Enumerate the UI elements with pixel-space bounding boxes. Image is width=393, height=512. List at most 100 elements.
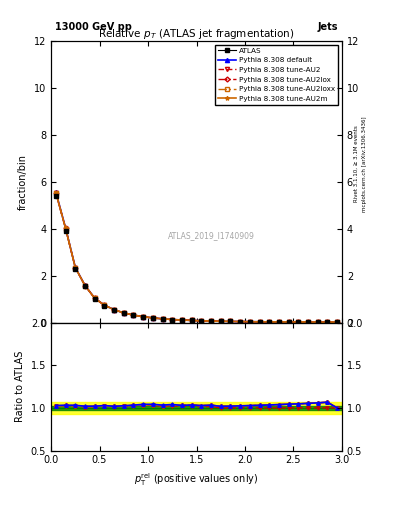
- Pythia 8.308 tune-AU2m: [335, 319, 340, 325]
- Pythia 8.308 default: [170, 316, 174, 323]
- Pythia 8.308 tune-AU2m: [131, 312, 136, 318]
- Text: mcplots.cern.ch [arXiv:1306.3436]: mcplots.cern.ch [arXiv:1306.3436]: [362, 116, 367, 211]
- Pythia 8.308 default: [267, 319, 272, 325]
- Pythia 8.308 tune-AU2: [160, 316, 165, 322]
- Pythia 8.308 tune-AU2loxx: [63, 226, 68, 232]
- Pythia 8.308 tune-AU2: [199, 318, 204, 324]
- Pythia 8.308 tune-AU2loxx: [315, 319, 320, 325]
- Pythia 8.308 default: [112, 307, 116, 313]
- Pythia 8.308 tune-AU2lox: [102, 302, 107, 308]
- Pythia 8.308 tune-AU2: [315, 319, 320, 325]
- Pythia 8.308 tune-AU2lox: [92, 295, 97, 301]
- Title: Relative $p_T$ (ATLAS jet fragmentation): Relative $p_T$ (ATLAS jet fragmentation): [98, 27, 295, 41]
- Pythia 8.308 tune-AU2: [180, 317, 184, 323]
- Pythia 8.308 tune-AU2m: [63, 225, 68, 231]
- Pythia 8.308 tune-AU2lox: [199, 317, 204, 324]
- Pythia 8.308 tune-AU2lox: [219, 318, 223, 324]
- Pythia 8.308 default: [121, 310, 126, 316]
- Pythia 8.308 tune-AU2loxx: [199, 317, 204, 324]
- Pythia 8.308 tune-AU2loxx: [131, 312, 136, 318]
- Pythia 8.308 default: [102, 302, 107, 308]
- Pythia 8.308 tune-AU2: [286, 319, 291, 325]
- Pythia 8.308 default: [141, 314, 145, 320]
- Pythia 8.308 tune-AU2: [228, 318, 233, 325]
- Pythia 8.308 tune-AU2: [277, 319, 281, 325]
- Pythia 8.308 default: [131, 312, 136, 318]
- Pythia 8.308 tune-AU2loxx: [228, 318, 233, 325]
- Pythia 8.308 tune-AU2lox: [257, 318, 262, 325]
- Pythia 8.308 tune-AU2loxx: [160, 316, 165, 322]
- Pythia 8.308 tune-AU2m: [112, 307, 116, 313]
- Pythia 8.308 tune-AU2lox: [189, 317, 194, 324]
- Pythia 8.308 tune-AU2: [238, 318, 242, 325]
- Pythia 8.308 tune-AU2lox: [112, 307, 116, 313]
- Pythia 8.308 tune-AU2m: [306, 319, 310, 325]
- Pythia 8.308 tune-AU2: [219, 318, 223, 324]
- Pythia 8.308 tune-AU2loxx: [170, 316, 174, 323]
- Pythia 8.308 tune-AU2: [335, 319, 340, 325]
- Pythia 8.308 tune-AU2loxx: [286, 319, 291, 325]
- Pythia 8.308 tune-AU2lox: [131, 312, 136, 318]
- Line: Pythia 8.308 tune-AU2loxx: Pythia 8.308 tune-AU2loxx: [54, 191, 339, 324]
- Pythia 8.308 tune-AU2m: [296, 319, 301, 325]
- Pythia 8.308 default: [238, 318, 242, 325]
- Pythia 8.308 tune-AU2m: [257, 318, 262, 325]
- Pythia 8.308 tune-AU2: [248, 318, 252, 325]
- Pythia 8.308 tune-AU2m: [286, 319, 291, 325]
- Pythia 8.308 tune-AU2: [112, 307, 116, 313]
- Y-axis label: Ratio to ATLAS: Ratio to ATLAS: [15, 351, 25, 422]
- Pythia 8.308 default: [325, 319, 330, 325]
- Pythia 8.308 tune-AU2m: [325, 319, 330, 325]
- Pythia 8.308 tune-AU2: [306, 319, 310, 325]
- Pythia 8.308 default: [228, 318, 233, 325]
- Pythia 8.308 tune-AU2lox: [306, 319, 310, 325]
- Pythia 8.308 tune-AU2lox: [335, 319, 340, 325]
- Line: Pythia 8.308 tune-AU2lox: Pythia 8.308 tune-AU2lox: [54, 191, 339, 324]
- Pythia 8.308 tune-AU2loxx: [238, 318, 242, 325]
- Pythia 8.308 tune-AU2: [141, 314, 145, 320]
- Pythia 8.308 tune-AU2m: [53, 190, 58, 196]
- Pythia 8.308 tune-AU2: [189, 317, 194, 324]
- Pythia 8.308 tune-AU2lox: [267, 319, 272, 325]
- Pythia 8.308 tune-AU2: [63, 226, 68, 232]
- Pythia 8.308 tune-AU2loxx: [102, 302, 107, 308]
- Pythia 8.308 tune-AU2m: [248, 318, 252, 325]
- Pythia 8.308 tune-AU2loxx: [141, 314, 145, 320]
- Pythia 8.308 tune-AU2loxx: [189, 317, 194, 324]
- Bar: [51, 406, 342, 410]
- Pythia 8.308 tune-AU2lox: [160, 316, 165, 322]
- Pythia 8.308 tune-AU2loxx: [180, 317, 184, 323]
- Pythia 8.308 tune-AU2m: [315, 319, 320, 325]
- Pythia 8.308 tune-AU2loxx: [151, 315, 155, 321]
- Line: Pythia 8.308 tune-AU2: Pythia 8.308 tune-AU2: [54, 191, 339, 324]
- Pythia 8.308 tune-AU2: [73, 265, 78, 271]
- Pythia 8.308 tune-AU2loxx: [209, 318, 213, 324]
- Pythia 8.308 default: [286, 319, 291, 325]
- Pythia 8.308 tune-AU2m: [238, 318, 242, 325]
- Pythia 8.308 default: [219, 318, 223, 324]
- Pythia 8.308 tune-AU2m: [83, 283, 87, 289]
- Pythia 8.308 tune-AU2m: [180, 317, 184, 323]
- Pythia 8.308 default: [92, 295, 97, 301]
- Pythia 8.308 tune-AU2lox: [277, 319, 281, 325]
- Pythia 8.308 default: [53, 189, 58, 196]
- Pythia 8.308 tune-AU2lox: [180, 317, 184, 323]
- Pythia 8.308 default: [209, 318, 213, 324]
- Pythia 8.308 tune-AU2lox: [73, 265, 78, 271]
- Pythia 8.308 tune-AU2m: [160, 316, 165, 322]
- Pythia 8.308 default: [306, 319, 310, 325]
- Pythia 8.308 tune-AU2m: [121, 310, 126, 316]
- Pythia 8.308 default: [151, 315, 155, 321]
- Text: Jets: Jets: [318, 22, 338, 32]
- Pythia 8.308 tune-AU2lox: [170, 316, 174, 323]
- Pythia 8.308 default: [199, 317, 204, 324]
- Pythia 8.308 tune-AU2lox: [238, 318, 242, 325]
- Pythia 8.308 tune-AU2: [131, 312, 136, 318]
- Pythia 8.308 default: [189, 317, 194, 324]
- Pythia 8.308 default: [335, 319, 340, 325]
- Pythia 8.308 tune-AU2: [267, 319, 272, 325]
- Pythia 8.308 tune-AU2: [257, 318, 262, 325]
- Pythia 8.308 tune-AU2: [92, 295, 97, 302]
- X-axis label: $p_{\mathrm{T}}^{\mathrm{rel}}$ (positive values only): $p_{\mathrm{T}}^{\mathrm{rel}}$ (positiv…: [134, 471, 259, 488]
- Line: Pythia 8.308 tune-AU2m: Pythia 8.308 tune-AU2m: [54, 190, 339, 324]
